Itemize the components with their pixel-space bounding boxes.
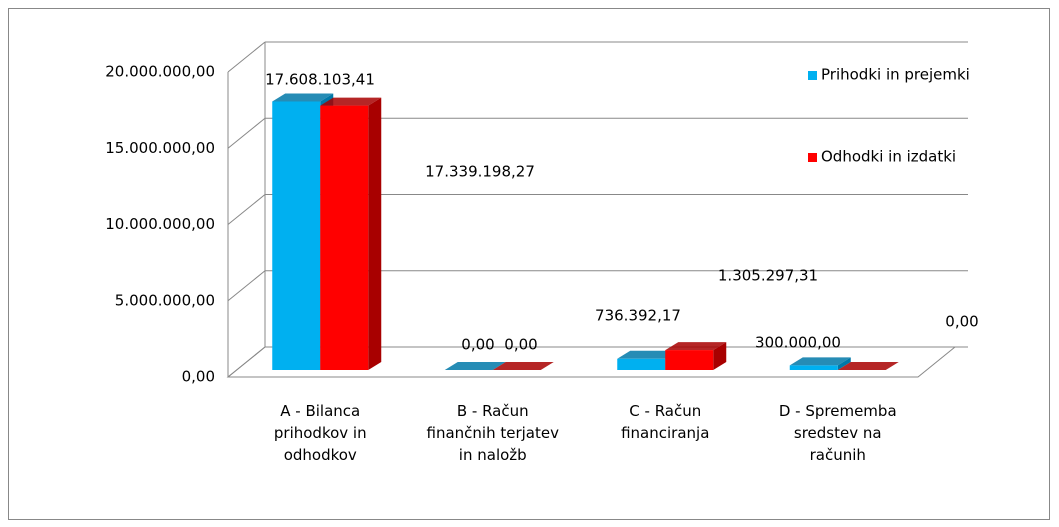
- bar: [789, 357, 851, 370]
- bar-front: [272, 101, 321, 370]
- value-label: 300.000,00: [755, 334, 841, 352]
- bar-top: [444, 362, 506, 370]
- grid-line: [227, 117, 968, 149]
- bar: [665, 342, 727, 370]
- value-label: 17.339.198,27: [425, 163, 535, 181]
- legend-label: Odhodki in izdatki: [821, 148, 956, 166]
- x-tick-label: A - Bilanca prihodkov in odhodkov: [273, 402, 367, 464]
- bar-front: [320, 105, 369, 371]
- grid-line: [227, 41, 968, 73]
- grid-line: [227, 270, 968, 302]
- bar-top: [272, 93, 334, 102]
- legend-swatch: [808, 153, 817, 162]
- bar-top: [320, 97, 382, 106]
- bar-top: [665, 342, 727, 351]
- value-label: 17.608.103,41: [265, 71, 375, 89]
- value-label: 0,00: [504, 336, 537, 354]
- legend-swatch: [808, 71, 817, 80]
- grid-depth: [227, 41, 266, 73]
- x-tick-label: B - Račun finančnih terjatev in naložb: [426, 402, 559, 464]
- y-tick-label: 0,00: [182, 368, 215, 386]
- y-tick-label: 15.000.000,00: [105, 139, 215, 157]
- bar-front: [789, 365, 838, 370]
- bar-front: [665, 350, 714, 370]
- bar: [444, 362, 506, 370]
- bar-side: [837, 357, 851, 370]
- grid-depth: [227, 117, 266, 149]
- grid-line: [227, 194, 968, 225]
- grid-depth: [227, 194, 266, 225]
- legend-label: Prihodki in prejemki: [821, 66, 970, 84]
- y-tick-label: 20.000.000,00: [105, 63, 215, 81]
- grid-line: [227, 346, 968, 378]
- value-label: 1.305.297,31: [718, 267, 818, 285]
- value-label: 0,00: [461, 336, 494, 354]
- y-tick-label: 5.000.000,00: [115, 291, 215, 309]
- x-tick-label: D - Sprememba sredstev na računih: [778, 402, 897, 464]
- bar: [492, 362, 554, 370]
- bar-top: [617, 350, 679, 359]
- bar-side: [713, 342, 727, 370]
- y-tick-label: 10.000.000,00: [105, 215, 215, 233]
- grid-depth: [227, 346, 266, 378]
- bar-top: [837, 362, 899, 370]
- grid-depth: [227, 270, 266, 302]
- bar-top: [492, 362, 554, 370]
- bar: [320, 97, 382, 371]
- bar: [837, 362, 899, 370]
- value-label: 0,00: [945, 313, 978, 331]
- bar-front: [617, 358, 666, 370]
- bar-side: [368, 97, 382, 371]
- bar-top: [789, 357, 851, 366]
- value-label: 736.392,17: [595, 307, 681, 325]
- chart-frame: [8, 8, 1050, 520]
- x-tick-label: C - Račun financiranja: [621, 402, 710, 442]
